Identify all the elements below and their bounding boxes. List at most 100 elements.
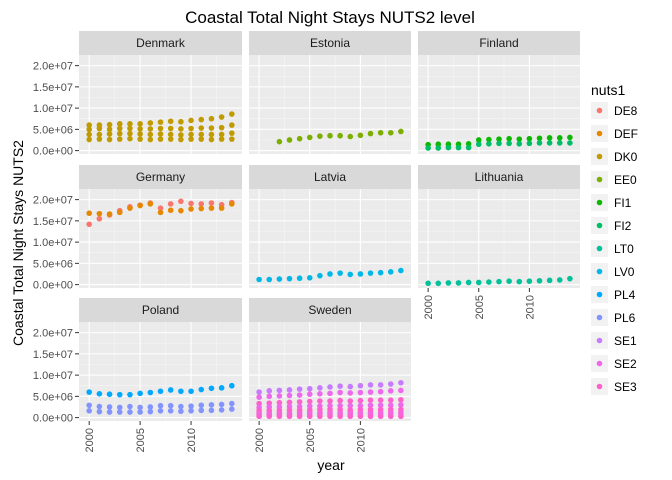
data-point-pl6	[157, 408, 164, 414]
x-tick-label: 2010	[186, 428, 198, 452]
data-point-lv0	[276, 276, 283, 282]
panel-estonia: Estonia	[249, 31, 411, 154]
y-tick-label: 5.0e+06	[33, 258, 73, 270]
data-point-se2	[398, 402, 404, 408]
data-point-ee0	[398, 128, 404, 135]
data-point-pl6	[198, 402, 205, 409]
data-point-de8	[167, 201, 174, 207]
x-tick-label: 2005	[474, 295, 486, 319]
data-point-dk0	[208, 115, 215, 122]
data-point-se2	[306, 391, 313, 398]
data-point-fi1	[516, 136, 523, 142]
legend-item-se1: SE1	[591, 332, 637, 349]
data-point-pl6	[86, 408, 92, 414]
legend-label: FI2	[614, 219, 632, 233]
data-point-def	[178, 207, 184, 214]
data-point-lv0	[387, 269, 394, 275]
data-point-fi2	[556, 140, 563, 146]
data-point-lt0	[546, 277, 553, 284]
y-tick-label: 2.0e+07	[33, 61, 73, 73]
data-point-lv0	[327, 271, 333, 277]
data-point-lv0	[266, 276, 273, 283]
data-point-pl6	[167, 408, 174, 414]
data-point-se3	[387, 413, 394, 420]
data-point-pl6	[208, 407, 215, 414]
y-tick-label: 0.0e+00	[33, 280, 73, 292]
data-point-pl4	[147, 389, 154, 396]
legend-swatch	[596, 107, 603, 114]
facet-strip	[249, 165, 411, 189]
data-point-dk0	[116, 130, 123, 137]
data-point-dk0	[96, 131, 103, 138]
data-point-lv0	[306, 275, 313, 281]
data-point-lv0	[398, 267, 404, 274]
data-point-ee0	[276, 138, 283, 145]
data-point-se3	[296, 413, 303, 420]
x-axes: 2000 2005 2010 2000 2005 2010 2000 2005 2010	[84, 288, 536, 452]
data-point-ee0	[377, 129, 384, 136]
panel-denmark: Denmark	[79, 31, 242, 154]
data-point-lv0	[256, 276, 262, 283]
facet-strip	[418, 165, 580, 189]
legend-label: DE8	[614, 104, 638, 118]
data-point-def	[188, 206, 194, 212]
legend-label: DEF	[614, 127, 638, 141]
legend-item-ee0: EE0	[591, 171, 637, 188]
facet-label: Lithuania	[475, 170, 524, 184]
data-point-fi1	[526, 135, 533, 142]
data-point-dk0	[198, 136, 205, 142]
data-point-se3	[347, 398, 354, 404]
legend-item-se2: SE2	[591, 355, 637, 372]
y-tick-label: 1.0e+07	[33, 103, 73, 115]
data-point-se1	[266, 388, 273, 394]
data-point-se1	[276, 387, 283, 394]
data-point-dk0	[178, 118, 184, 125]
panel-sweden: Sweden	[249, 298, 411, 421]
data-point-ee0	[317, 133, 323, 139]
data-point-pl4	[96, 391, 103, 397]
data-point-ee0	[286, 137, 293, 143]
data-point-se2	[327, 390, 333, 397]
data-point-se3	[347, 413, 354, 420]
facet-strip	[79, 31, 242, 55]
legend-item-fi1: FI1	[591, 194, 632, 211]
data-point-se3	[337, 397, 343, 404]
x-tick-label: 2005	[135, 428, 147, 452]
legend-item-pl6: PL6	[591, 309, 636, 326]
data-point-se2	[337, 389, 343, 396]
data-point-se3	[327, 413, 333, 420]
data-point-se2	[357, 389, 364, 396]
data-point-se3	[357, 397, 364, 404]
data-point-def	[198, 205, 205, 212]
data-point-lt0	[516, 278, 523, 285]
data-point-ee0	[367, 130, 374, 137]
y-tick-label: 2.0e+07	[33, 195, 73, 207]
data-point-de8	[188, 200, 194, 207]
data-point-pl4	[157, 388, 164, 395]
data-point-se3	[398, 413, 404, 420]
legend-swatch	[596, 222, 603, 229]
y-tick-label: 1.5e+07	[33, 82, 73, 94]
data-point-dk0	[208, 136, 215, 143]
legend-swatch	[596, 337, 603, 344]
data-point-fi2	[526, 140, 533, 147]
data-point-def	[96, 210, 103, 217]
data-point-se1	[337, 383, 343, 389]
data-point-pl6	[86, 402, 92, 409]
data-point-se3	[377, 397, 384, 403]
legend-item-lt0: LT0	[591, 240, 634, 257]
data-point-pl4	[106, 391, 113, 398]
data-point-se2	[256, 394, 262, 401]
data-point-lt0	[486, 279, 492, 285]
data-point-se3	[387, 397, 394, 403]
data-point-se3	[377, 413, 384, 420]
data-point-se1	[387, 381, 394, 387]
data-point-fi2	[496, 140, 502, 147]
facet-label: Denmark	[136, 36, 186, 50]
data-point-dk0	[137, 121, 143, 127]
data-point-pl6	[167, 402, 174, 409]
legend-item-lv0: LV0	[591, 263, 635, 280]
data-point-ee0	[327, 132, 333, 139]
legend-label: LV0	[614, 265, 635, 279]
data-point-lt0	[425, 280, 431, 287]
